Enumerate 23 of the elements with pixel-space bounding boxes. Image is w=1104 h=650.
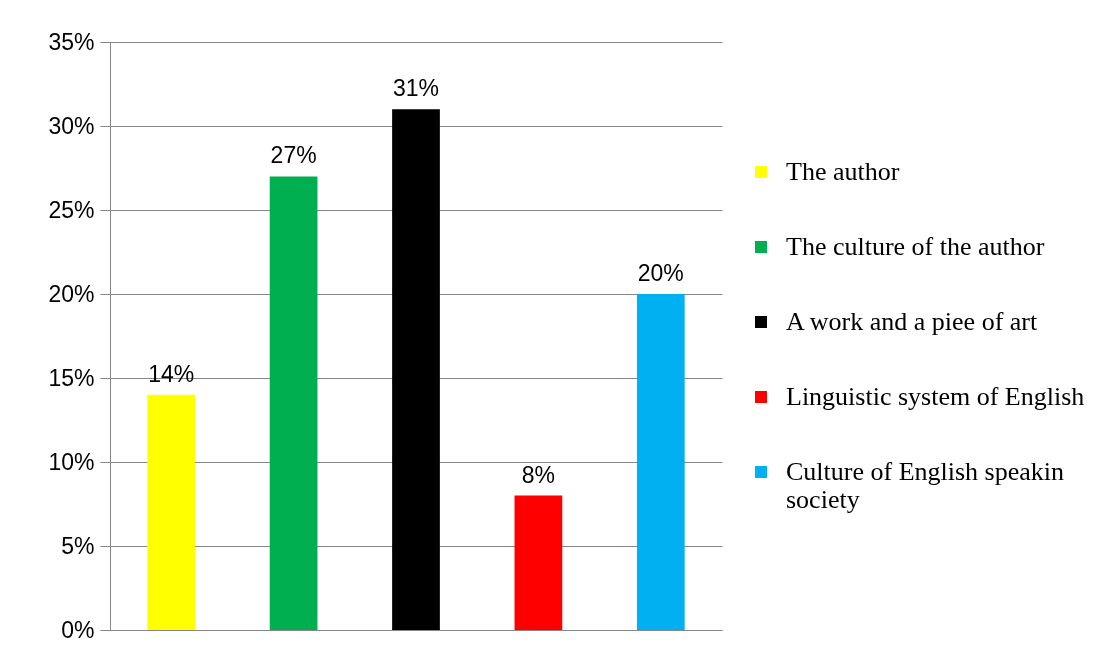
- legend-label: The culture of the author: [786, 232, 1045, 261]
- bar: [147, 394, 196, 630]
- data-label: 27%: [270, 142, 317, 169]
- legend-label: Culture of English speakin society: [786, 457, 1065, 514]
- y-tick-label: 30%: [48, 112, 95, 139]
- legend-label: A work and a piee of art: [786, 307, 1039, 336]
- y-tick-label: 20%: [48, 280, 95, 307]
- bar: [269, 176, 318, 630]
- y-tick-label: 10%: [48, 448, 95, 475]
- data-label: 8%: [521, 461, 556, 488]
- legend-label: The author: [786, 157, 900, 186]
- data-label: 31%: [392, 75, 440, 102]
- y-tick-label: 25%: [48, 196, 95, 223]
- data-label: 14%: [148, 360, 195, 387]
- bar: [636, 294, 685, 630]
- legend-label: Linguistic system of English: [786, 382, 1085, 411]
- data-label: 20%: [637, 260, 684, 286]
- bar: [514, 495, 563, 630]
- y-tick-label: 5%: [61, 532, 95, 559]
- y-tick-label: 35%: [48, 28, 95, 55]
- bar: [392, 109, 440, 630]
- y-tick-label: 0%: [61, 616, 95, 643]
- y-tick-label: 15%: [48, 364, 95, 391]
